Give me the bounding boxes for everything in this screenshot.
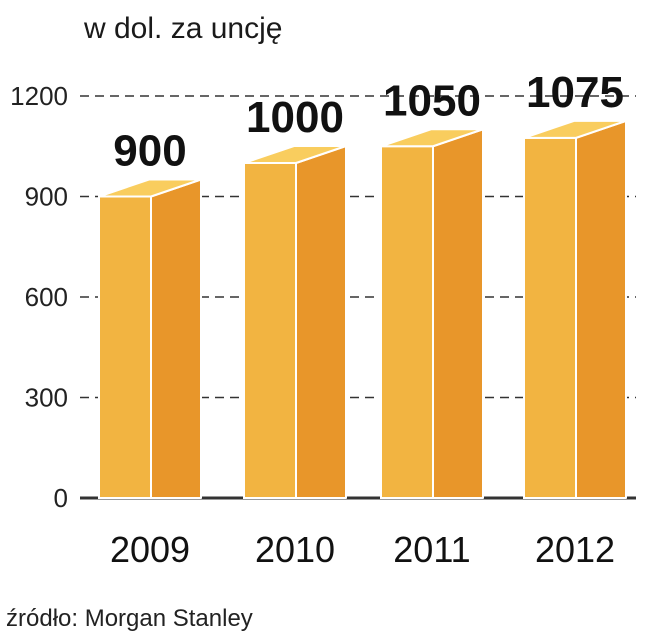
- value-label: 1050: [383, 76, 481, 125]
- bar-side: [432, 128, 484, 499]
- bar-front: [523, 136, 577, 499]
- y-tick-label: 300: [25, 383, 68, 413]
- source-note: źródło: Morgan Stanley: [6, 605, 253, 632]
- x-axis: 2009 2010 2011 2012: [110, 529, 615, 570]
- bar-top: [380, 128, 484, 148]
- y-tick-label: 1200: [10, 81, 68, 111]
- bar-2012: [523, 119, 627, 499]
- bar-front: [98, 195, 152, 499]
- x-tick-label: 2011: [393, 529, 470, 570]
- bar-top: [98, 178, 202, 198]
- chart-subtitle: w dol. za uncję: [83, 12, 282, 45]
- bar-front: [243, 162, 297, 499]
- bar-2009: [98, 178, 202, 499]
- bar-side: [575, 119, 627, 499]
- value-label: 1000: [246, 93, 344, 142]
- bar-top: [523, 119, 627, 139]
- bar-front: [380, 145, 434, 499]
- y-tick-label: 900: [25, 182, 68, 212]
- bar-side: [150, 178, 202, 499]
- value-label: 1075: [526, 68, 624, 117]
- x-tick-label: 2009: [110, 529, 190, 570]
- bar-2011: [380, 128, 484, 499]
- bar-top: [243, 145, 347, 164]
- bar-2010: [243, 145, 347, 499]
- x-tick-label: 2012: [535, 529, 615, 570]
- y-tick-label: 0: [54, 483, 68, 513]
- y-axis: 0 300 600 900 1200: [10, 81, 68, 513]
- bar-side: [295, 145, 347, 499]
- value-label: 900: [113, 127, 186, 176]
- value-labels: 900 1000 1050 1075: [113, 68, 624, 176]
- bars: [98, 119, 627, 499]
- y-tick-label: 600: [25, 282, 68, 312]
- x-tick-label: 2010: [255, 529, 335, 570]
